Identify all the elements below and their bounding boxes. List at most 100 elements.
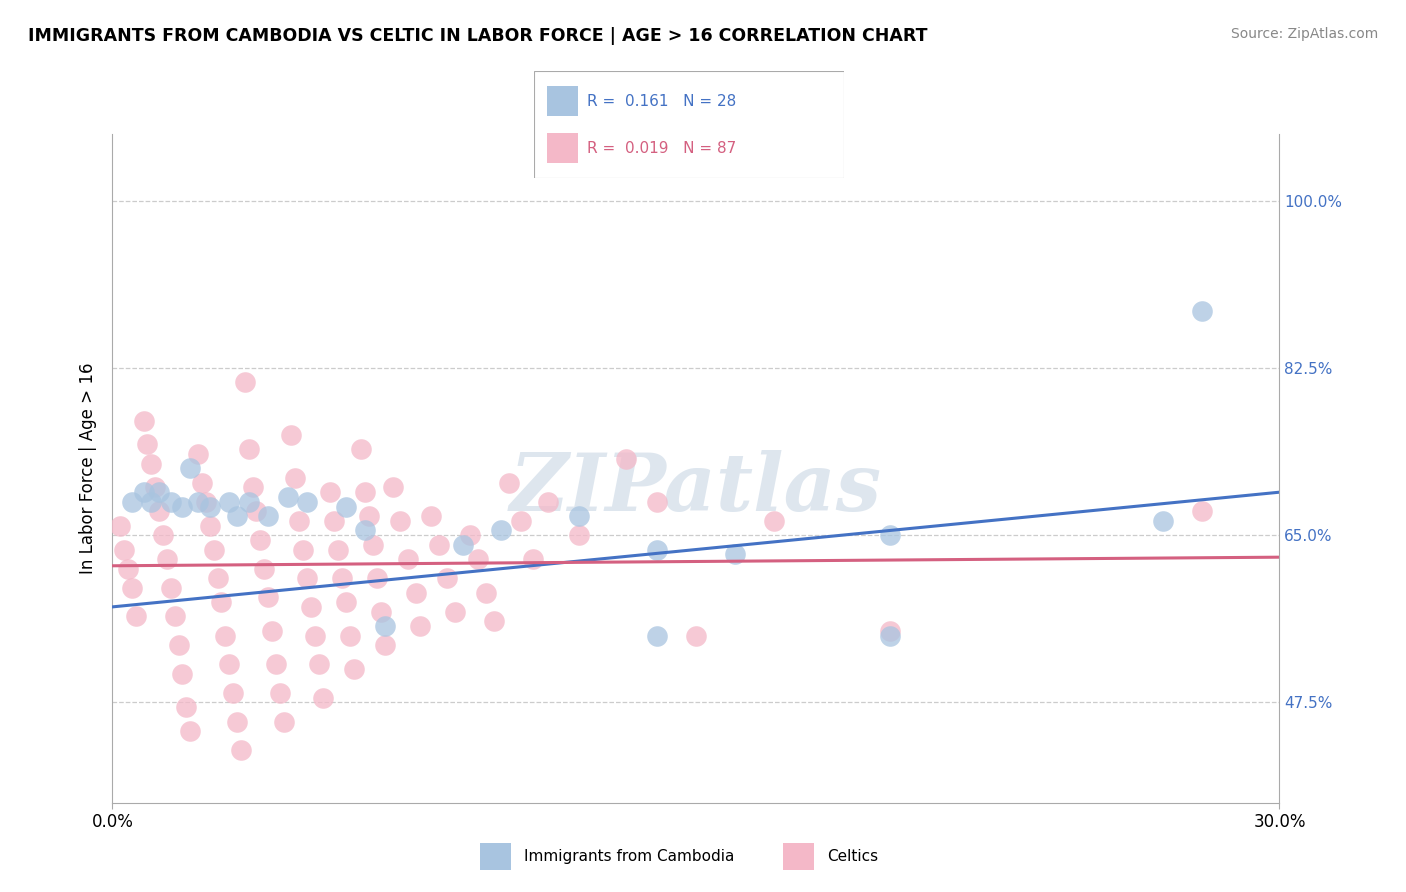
Point xyxy=(148,504,170,518)
Point xyxy=(361,538,384,552)
Point xyxy=(132,413,155,427)
Point xyxy=(257,509,280,524)
Point xyxy=(226,714,249,729)
Point xyxy=(242,480,264,494)
Point xyxy=(354,524,377,538)
Point xyxy=(335,595,357,609)
Point xyxy=(304,628,326,642)
Point xyxy=(498,475,520,490)
Point xyxy=(172,666,194,681)
Point xyxy=(614,451,637,466)
Point xyxy=(253,562,276,576)
Point xyxy=(366,571,388,585)
Point xyxy=(187,447,209,461)
Point xyxy=(879,628,901,642)
Point xyxy=(141,457,163,471)
Point xyxy=(299,599,322,614)
Point xyxy=(214,628,236,642)
Point xyxy=(370,605,392,619)
Point xyxy=(295,494,318,508)
Point xyxy=(420,509,443,524)
Point xyxy=(374,638,396,652)
Point xyxy=(335,500,357,514)
Point xyxy=(311,690,333,705)
Point xyxy=(427,538,450,552)
Point xyxy=(194,494,217,508)
Point xyxy=(269,686,291,700)
Point xyxy=(509,514,531,528)
Bar xyxy=(547,87,578,116)
Point xyxy=(238,494,260,508)
Point xyxy=(179,724,201,739)
Point xyxy=(381,480,404,494)
Point xyxy=(645,494,668,508)
Text: IMMIGRANTS FROM CAMBODIA VS CELTIC IN LABOR FORCE | AGE > 16 CORRELATION CHART: IMMIGRANTS FROM CAMBODIA VS CELTIC IN LA… xyxy=(28,27,928,45)
Point xyxy=(273,714,295,729)
Point xyxy=(167,638,190,652)
Bar xyxy=(547,134,578,163)
Text: R =  0.019   N = 87: R = 0.019 N = 87 xyxy=(586,141,737,156)
Point xyxy=(260,624,283,638)
Point xyxy=(163,609,186,624)
Point xyxy=(160,581,183,595)
Point xyxy=(226,509,249,524)
Point xyxy=(132,485,155,500)
Point xyxy=(121,494,143,508)
FancyBboxPatch shape xyxy=(534,71,844,178)
Point xyxy=(339,628,361,642)
Point xyxy=(198,500,221,514)
Point xyxy=(143,480,166,494)
Point xyxy=(482,614,505,628)
Point xyxy=(209,595,232,609)
Point xyxy=(645,628,668,642)
Point xyxy=(1152,514,1174,528)
Point xyxy=(491,524,513,538)
Point xyxy=(156,552,179,566)
Point xyxy=(117,562,139,576)
Point xyxy=(187,494,209,508)
Point xyxy=(879,528,901,542)
Point xyxy=(233,376,256,390)
Point xyxy=(409,619,432,633)
Point xyxy=(264,657,287,672)
Point xyxy=(1191,504,1213,518)
Point xyxy=(141,494,163,508)
Bar xyxy=(481,843,512,870)
Point xyxy=(405,585,427,599)
Point xyxy=(330,571,353,585)
Point xyxy=(218,494,240,508)
Point xyxy=(762,514,785,528)
Point xyxy=(522,552,544,566)
Point xyxy=(451,538,474,552)
Point xyxy=(724,547,747,561)
Point xyxy=(308,657,330,672)
Point xyxy=(112,542,135,557)
Point xyxy=(288,514,311,528)
Point xyxy=(374,619,396,633)
Point xyxy=(218,657,240,672)
Point xyxy=(326,542,349,557)
Point xyxy=(319,485,342,500)
Point xyxy=(323,514,346,528)
Point xyxy=(179,461,201,475)
Point xyxy=(222,686,245,700)
Point xyxy=(879,624,901,638)
Point xyxy=(284,471,307,485)
Text: R =  0.161   N = 28: R = 0.161 N = 28 xyxy=(586,94,737,109)
Point xyxy=(136,437,159,451)
Point xyxy=(238,442,260,457)
Point xyxy=(354,485,377,500)
Point xyxy=(350,442,373,457)
Point xyxy=(568,528,591,542)
Point xyxy=(537,494,560,508)
Point xyxy=(148,485,170,500)
Text: ZIPatlas: ZIPatlas xyxy=(510,450,882,527)
Point xyxy=(280,428,302,442)
Point xyxy=(121,581,143,595)
Text: Immigrants from Cambodia: Immigrants from Cambodia xyxy=(523,849,734,863)
Point xyxy=(229,743,252,757)
Point xyxy=(292,542,315,557)
Point xyxy=(467,552,489,566)
Point xyxy=(685,628,707,642)
Point xyxy=(1191,303,1213,318)
